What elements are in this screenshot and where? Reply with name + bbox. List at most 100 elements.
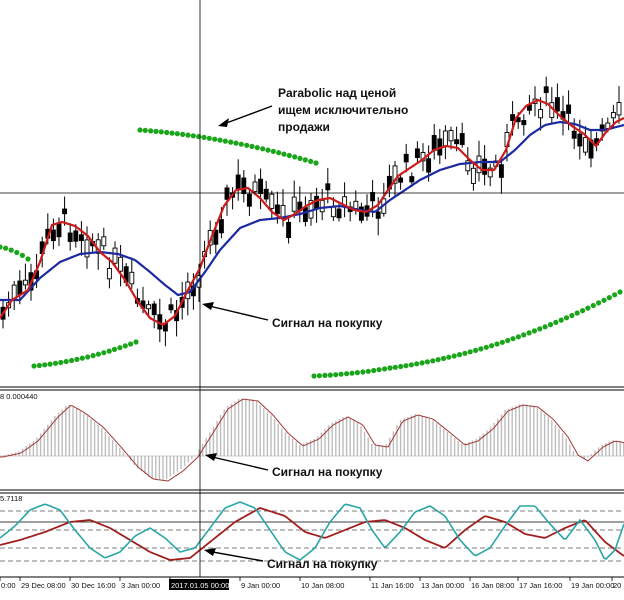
parabolic-sar-dot [25,256,31,262]
time-axis-label: 10 Jan 08:00 [301,581,344,590]
parabolic-sar-dot [58,359,64,366]
parabolic-sar-dot [169,130,175,136]
parabolic-sar-dot [185,132,191,138]
candle-body [465,160,471,172]
candle-body [235,174,241,190]
candle-body [353,200,359,210]
parabolic-sar-dot [558,317,564,323]
parabolic-sar-dot [574,310,580,316]
parabolic-sar-dot [537,326,543,332]
candle-body [73,230,79,242]
candle-body [22,279,28,286]
parabolic-sar-dot [617,289,623,295]
candle-body [538,109,544,119]
moving-average-fast [0,98,624,326]
parabolic-sar-dot [424,359,430,365]
parabolic-sar-dot [128,341,134,347]
candle-body [409,176,415,183]
parabolic-sar-dot [281,151,287,157]
parabolic-sar-dot [606,295,612,301]
candle-body [375,211,381,219]
parabolic-sar-dot [531,328,538,334]
parabolic-sar-dot [612,292,618,298]
parabolic-sar-dot [270,148,276,154]
parabolic-sar-dot [499,339,505,345]
parabolic-sar-dot [122,343,128,349]
parabolic-sar-dot [313,160,319,166]
candle-body [325,183,331,191]
parabolic-sar-dot [47,361,53,367]
arrow-head-icon [202,302,214,310]
parabolic-sar-dot [196,134,202,140]
parabolic-sar-dot [376,367,382,373]
parabolic-sar-dot [228,139,234,145]
candle-body [358,206,364,221]
candle-body [330,205,336,218]
annotation-parabolic-line3: продажи [278,120,330,134]
time-axis-label: 9 Jan 00:00 [241,581,280,590]
candle-body [252,181,258,193]
time-axis-label: 20 [613,581,621,590]
parabolic-sar-dot [201,134,207,140]
parabolic-sar-dot [180,131,186,137]
candle-body [498,164,504,178]
parabolic-sar-dot [515,334,522,340]
candle-body [482,158,488,175]
candle-body [577,133,583,147]
macd-signal-line [0,398,624,482]
time-axis: 0:00 29 Dec 08:00 30 Dec 16:00 3 Jan 00:00 2… [0,577,621,590]
moving-average-slow [0,120,624,302]
time-axis-label: 2017.01.05 00:00 [171,581,229,590]
parabolic-sar-dot [526,330,532,336]
candle-body [106,267,112,280]
parabolic-sar-dot [3,245,9,251]
parabolic-sar-dot [354,370,360,376]
candle-body [67,232,73,242]
time-axis-label: 16 Jan 08:00 [471,581,514,590]
parabolic-sar-dot [553,319,559,325]
parabolic-sar-dot [419,360,425,366]
annotation-signal-macd: Сигнал на покупку [205,453,383,479]
candle-body [112,247,118,264]
parabolic-sar-dot [244,142,250,148]
parabolic-sar-dot [190,133,196,139]
parabolic-sar-dot [414,361,420,367]
candle-body [78,234,84,242]
parabolic-sar-dot [95,351,101,357]
parabolic-sar-dot [217,137,223,143]
stochastic-signal-line [0,507,624,561]
time-axis-label: 29 Dec 08:00 [21,581,66,590]
parabolic-sar-dot [521,332,527,338]
parabolic-sar-dot [494,341,500,347]
parabolic-sar-dot [31,363,37,369]
parabolic-sar-dot [14,249,20,256]
candle-body [470,167,476,184]
parabolic-sar-dot [392,364,398,370]
candle-body [291,196,297,212]
candle-body [151,303,157,316]
candle-body [319,199,325,213]
candle-body [431,135,437,151]
candle-body [582,137,588,153]
candle-body [302,207,308,222]
candle-body [258,178,264,195]
candle-body [84,239,90,258]
parabolic-sar-dot [206,135,212,141]
candle-body [403,153,409,163]
parabolic-sar-dot [212,136,218,142]
parabolic-sar-dot [473,347,479,353]
parabolic-sar-dot [8,247,14,253]
parabolic-sar-dot [19,252,25,258]
candle-body [370,192,376,202]
parabolic-sar-dot [249,143,255,149]
parabolic-sar-dot [52,360,59,366]
parabolic-sar-dot [133,339,139,345]
annotation-parabolic-line1: Parabolic над ценой [278,86,396,100]
candle-body [398,177,404,183]
candle-body [454,139,460,145]
candle-body [118,256,124,272]
candle-body [62,208,68,215]
candle-body [487,167,493,178]
